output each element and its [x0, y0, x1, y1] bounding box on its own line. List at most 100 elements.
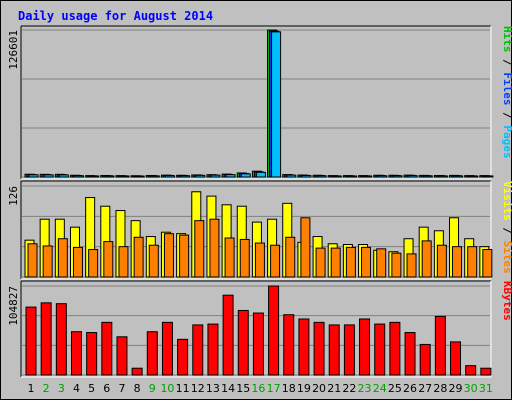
- bar-sites-day-12: [194, 220, 205, 278]
- bar-kbytes-day-28: [434, 315, 446, 376]
- bar-kbytes-day-6: [101, 321, 113, 376]
- bar-sites-day-21: [330, 247, 341, 278]
- bar-pages-day-23: [362, 175, 373, 178]
- bar-sites-day-10: [163, 233, 174, 278]
- x-tick-label: 31: [479, 382, 493, 395]
- bar-sites-day-17: [270, 244, 281, 278]
- bar-pages-day-11: [180, 175, 191, 178]
- bar-kbytes-day-13: [207, 323, 219, 376]
- bar-sites-day-30: [467, 246, 478, 278]
- bar-kbytes-day-20: [313, 321, 325, 376]
- bar-pages-day-1: [28, 174, 39, 178]
- x-tick-label: 22: [342, 382, 356, 395]
- bar-kbytes-day-5: [86, 332, 98, 376]
- bar-pages-day-3: [58, 174, 69, 178]
- x-tick-label: 23: [358, 382, 372, 395]
- bar-pages-day-2: [43, 174, 54, 178]
- bar-pages-day-17: [271, 31, 282, 178]
- legend-item: KBytes: [501, 281, 512, 321]
- bar-pages-day-9: [149, 175, 160, 178]
- bar-sites-day-16: [254, 242, 265, 278]
- bar-sites-day-19: [300, 217, 311, 278]
- x-tick-label: 11: [176, 382, 190, 395]
- legend-item: Files: [501, 72, 512, 105]
- bar-sites-day-8: [133, 236, 144, 278]
- bar-sites-day-4: [72, 246, 83, 278]
- bar-pages-day-4: [73, 175, 84, 178]
- bar-pages-day-16: [255, 171, 266, 178]
- legend-kbytes: KBytes: [501, 281, 512, 321]
- x-tick-label: 12: [191, 382, 205, 395]
- bar-sites-day-18: [285, 236, 296, 278]
- bar-pages-day-21: [331, 175, 342, 178]
- bar-kbytes-day-9: [146, 331, 158, 376]
- bar-kbytes-day-23: [359, 318, 371, 376]
- x-tick-label: 9: [149, 382, 156, 395]
- bar-sites-day-29: [452, 246, 463, 278]
- series-sites: [27, 217, 493, 278]
- bar-pages-day-20: [316, 175, 327, 178]
- bar-sites-day-31: [482, 249, 493, 278]
- bar-pages-day-12: [195, 174, 206, 178]
- bar-pages-day-19: [301, 174, 312, 178]
- bar-pages-day-8: [134, 175, 145, 178]
- legend-separator: /: [501, 221, 512, 241]
- bar-sites-day-11: [179, 234, 190, 278]
- bar-sites-day-14: [224, 237, 235, 278]
- y-max-label-kbytes: 104827: [7, 286, 20, 326]
- x-tick-label: 29: [449, 382, 463, 395]
- bar-pages-day-31: [483, 175, 494, 178]
- bar-pages-day-15: [240, 173, 251, 178]
- bar-sites-day-26: [406, 253, 417, 278]
- bar-kbytes-day-10: [161, 321, 173, 376]
- bar-pages-day-10: [164, 175, 175, 178]
- legend-visits: Visits / Sites: [501, 181, 512, 274]
- bar-sites-day-2: [42, 245, 53, 278]
- x-tick-label: 3: [58, 382, 65, 395]
- bar-kbytes-day-18: [283, 314, 295, 376]
- bar-sites-day-28: [436, 244, 447, 278]
- bar-sites-day-27: [421, 240, 432, 278]
- x-tick-label: 21: [327, 382, 341, 395]
- legend-item: Pages: [501, 125, 512, 158]
- x-tick-label: 8: [134, 382, 141, 395]
- bar-kbytes-day-17: [268, 285, 280, 376]
- x-tick-label: 6: [103, 382, 110, 395]
- bar-kbytes-day-11: [177, 338, 189, 376]
- chart-panels: 126601 Hits / Files / Pages 126 Visits / Si…: [7, 25, 512, 378]
- x-tick-label: 10: [160, 382, 174, 395]
- bar-pages-day-22: [346, 175, 357, 178]
- bar-kbytes-day-27: [419, 343, 431, 376]
- bar-pages-day-28: [437, 175, 448, 178]
- x-tick-label: 18: [282, 382, 296, 395]
- x-tick-label: 13: [206, 382, 220, 395]
- legend-separator: /: [501, 106, 512, 126]
- legend-item: Visits: [501, 181, 512, 221]
- x-axis: 1 2 3 4 5 6 7 8 9 10 11 12 13 14 15 16 17 18 19 20 21 22 23 24 2…: [28, 382, 493, 395]
- series-pages: [28, 31, 494, 178]
- bar-sites-day-25: [391, 252, 402, 278]
- bar-pages-day-13: [210, 174, 221, 178]
- x-tick-label: 20: [312, 382, 326, 395]
- bar-pages-day-24: [377, 175, 388, 178]
- bar-kbytes-day-2: [40, 302, 52, 376]
- bar-sites-day-22: [345, 246, 356, 278]
- chart-title: Daily usage for August 2014: [18, 9, 213, 23]
- y-max-label-visits: 126: [7, 186, 20, 206]
- x-tick-label: 28: [433, 382, 447, 395]
- bar-kbytes-day-21: [328, 324, 340, 376]
- bar-sites-day-3: [57, 238, 68, 278]
- bar-pages-day-7: [119, 175, 130, 178]
- bar-kbytes-day-29: [450, 341, 462, 376]
- y-max-label-hits: 126601: [7, 30, 20, 70]
- x-tick-label: 24: [373, 382, 387, 395]
- bar-kbytes-day-8: [131, 367, 143, 376]
- bar-kbytes-day-3: [55, 303, 67, 376]
- panel-hits: 126601 Hits / Files / Pages: [7, 25, 512, 180]
- panel-kbytes: 104827 KBytes: [7, 280, 512, 378]
- bar-kbytes-day-31: [480, 367, 492, 376]
- bar-sites-day-15: [239, 238, 250, 278]
- bar-sites-day-6: [103, 241, 114, 278]
- bar-kbytes-day-15: [237, 309, 249, 376]
